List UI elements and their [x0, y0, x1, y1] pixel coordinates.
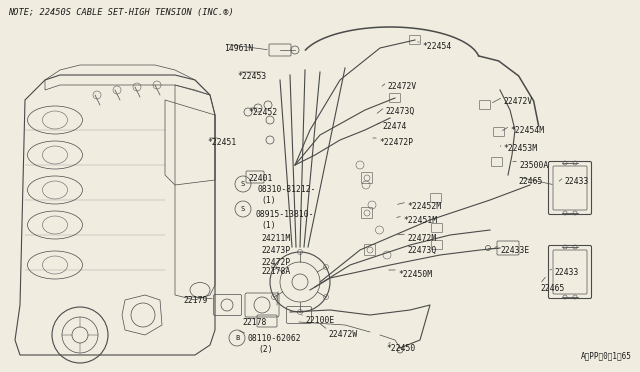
Text: *22472P: *22472P [379, 138, 413, 147]
Text: 22474: 22474 [382, 122, 406, 131]
Text: (2): (2) [258, 345, 273, 354]
Text: 22472P: 22472P [261, 258, 291, 267]
Text: 22100E: 22100E [305, 316, 334, 325]
Text: *22451M: *22451M [403, 216, 437, 225]
Text: 22178A: 22178A [261, 267, 291, 276]
Text: 22472V: 22472V [503, 97, 532, 106]
Text: A　PPて0て1　65: A PPて0て1 65 [581, 351, 632, 360]
Text: 22473P: 22473P [261, 246, 291, 255]
Text: *22453M: *22453M [503, 144, 537, 153]
Text: 22472W: 22472W [328, 330, 357, 339]
Text: 22473Q: 22473Q [407, 246, 436, 255]
Text: 22433: 22433 [554, 268, 579, 277]
Text: (1): (1) [261, 196, 276, 205]
Text: 22465: 22465 [540, 284, 564, 293]
Text: 22473Q: 22473Q [385, 107, 414, 116]
Text: *22454M: *22454M [510, 126, 544, 135]
Text: 22401: 22401 [248, 174, 273, 183]
Text: *22450M: *22450M [398, 270, 432, 279]
Text: 08310-81212-: 08310-81212- [257, 185, 316, 194]
Text: S: S [241, 206, 245, 212]
Text: *22450: *22450 [386, 344, 415, 353]
Text: 24211M: 24211M [261, 234, 291, 243]
Text: 22179: 22179 [183, 296, 207, 305]
Text: 22433E: 22433E [500, 246, 529, 255]
Text: 08915-13810-: 08915-13810- [255, 210, 314, 219]
Text: 22472M: 22472M [407, 234, 436, 243]
Text: *22454: *22454 [422, 42, 451, 51]
Text: 22472V: 22472V [387, 82, 416, 91]
Text: NOTE; 22450S CABLE SET-HIGH TENSION (INC.®): NOTE; 22450S CABLE SET-HIGH TENSION (INC… [8, 8, 234, 17]
Text: 14961N: 14961N [224, 44, 253, 53]
Text: *22452: *22452 [248, 108, 277, 117]
Text: (1): (1) [261, 221, 276, 230]
Text: *22452M: *22452M [407, 202, 441, 211]
Text: 22433: 22433 [564, 177, 588, 186]
Text: *22451: *22451 [207, 138, 236, 147]
Text: 22178: 22178 [242, 318, 266, 327]
Text: 08110-62062: 08110-62062 [247, 334, 301, 343]
Text: *22453: *22453 [237, 72, 266, 81]
Text: S: S [241, 181, 245, 187]
Text: 22465: 22465 [518, 177, 542, 186]
Text: 23500A: 23500A [519, 161, 548, 170]
Text: B: B [235, 335, 239, 341]
